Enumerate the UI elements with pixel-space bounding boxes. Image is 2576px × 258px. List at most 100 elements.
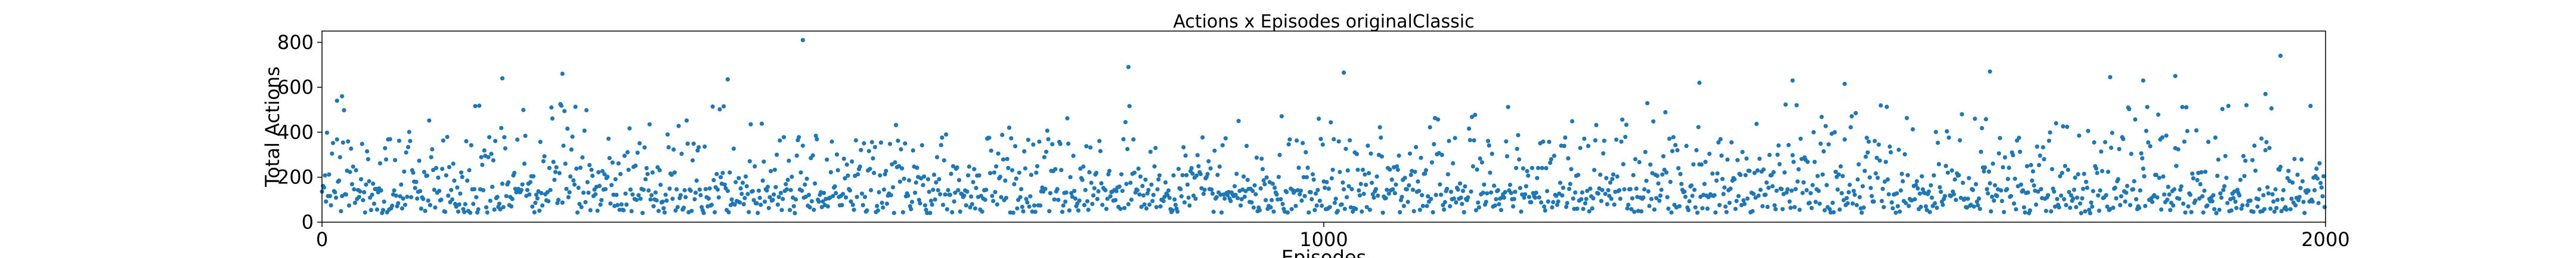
data-point (2110, 131, 2114, 135)
data-point (2315, 176, 2320, 180)
data-point (553, 170, 558, 174)
data-point (2032, 183, 2036, 188)
data-point (2302, 211, 2306, 215)
data-point (1280, 114, 1284, 118)
data-point (1454, 200, 1458, 204)
data-point (449, 188, 453, 192)
data-point (574, 167, 578, 171)
data-point (1906, 173, 1910, 177)
data-point (2205, 204, 2209, 208)
data-point (1631, 173, 1636, 177)
data-point (1436, 117, 1440, 121)
data-point (1250, 189, 1255, 193)
data-point (879, 140, 883, 145)
data-point (711, 105, 715, 109)
data-point (2142, 174, 2146, 179)
data-point (867, 149, 871, 153)
data-point (1356, 168, 1360, 172)
data-point (1303, 194, 1307, 198)
data-point (1434, 193, 1438, 197)
data-point (851, 202, 855, 207)
data-point (1037, 140, 1041, 144)
data-point (1850, 114, 1854, 118)
data-point (667, 145, 671, 149)
data-point (1272, 186, 1277, 190)
data-point (2006, 177, 2010, 181)
data-point (1562, 144, 1566, 148)
data-point (803, 183, 807, 187)
data-point (1456, 188, 1460, 192)
data-point (330, 152, 334, 156)
data-point (1744, 173, 1748, 177)
data-point (1405, 187, 1409, 191)
data-point (1494, 197, 1498, 201)
data-point (1880, 199, 1884, 203)
data-point (1358, 194, 1362, 198)
data-point (1117, 185, 1122, 189)
data-point (792, 204, 796, 208)
data-point (419, 207, 423, 211)
data-point (2114, 196, 2118, 201)
data-point (1584, 197, 1589, 201)
data-point (1556, 199, 1561, 204)
data-point (1874, 171, 1878, 176)
data-point (1989, 209, 1993, 213)
data-point (1754, 122, 1758, 126)
data-point (1190, 171, 1194, 176)
data-point (618, 172, 623, 176)
data-point (396, 201, 400, 205)
data-point (1391, 187, 1395, 191)
data-point (2018, 150, 2022, 154)
data-point (1686, 208, 1690, 212)
data-point (1991, 162, 1995, 166)
data-point (717, 107, 722, 111)
data-point (512, 171, 516, 175)
data-point (382, 199, 386, 204)
data-point (603, 187, 608, 191)
data-point (1489, 191, 1493, 195)
data-point (2071, 196, 2075, 201)
data-point (1993, 183, 1997, 188)
data-point (1092, 186, 1097, 191)
data-point (1425, 204, 1429, 208)
data-point (1394, 183, 1398, 187)
data-point (1810, 183, 1815, 187)
data-point (2026, 191, 2030, 195)
data-point (1578, 146, 1583, 150)
data-point (1067, 208, 1072, 213)
data-point (1630, 196, 1634, 201)
data-point (1699, 162, 1704, 167)
data-point (727, 170, 732, 174)
data-point (407, 130, 411, 134)
data-point (1570, 119, 1574, 123)
data-point (370, 193, 374, 197)
data-point (994, 164, 998, 168)
data-point (658, 168, 662, 172)
data-point (1690, 194, 1695, 198)
data-point (428, 203, 432, 207)
data-point (1100, 202, 1104, 207)
data-point (1246, 178, 1250, 182)
data-point (2160, 136, 2165, 140)
data-point (521, 108, 525, 112)
data-point (2086, 129, 2090, 133)
data-point (2048, 130, 2052, 134)
data-point (623, 153, 627, 158)
data-point (1098, 149, 1103, 153)
data-point (2221, 188, 2225, 192)
data-point (1119, 172, 1123, 176)
data-point (913, 191, 917, 195)
data-point (906, 194, 910, 198)
data-point (1944, 164, 1948, 168)
data-point (322, 185, 326, 189)
data-point (1290, 207, 1294, 211)
data-point (614, 193, 618, 197)
data-point (2079, 211, 2083, 215)
data-point (2052, 189, 2056, 194)
data-point (877, 190, 881, 194)
data-point (767, 206, 771, 210)
data-point (903, 142, 907, 146)
data-point (369, 208, 373, 212)
data-point (1626, 202, 1630, 207)
data-point (392, 188, 396, 192)
